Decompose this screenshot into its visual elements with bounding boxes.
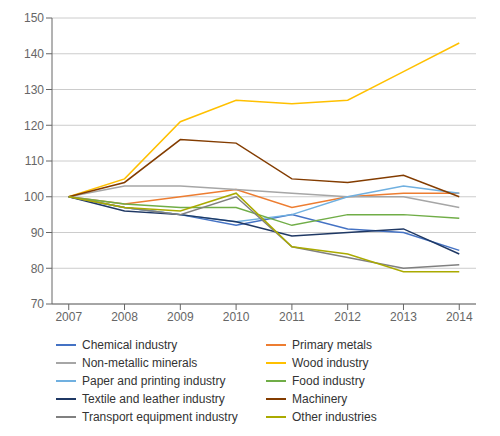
svg-text:140: 140	[24, 47, 44, 61]
svg-text:100: 100	[24, 190, 44, 204]
html-text:Wood industry: Wood industry	[292, 356, 369, 370]
svg-text:90: 90	[31, 226, 45, 240]
svg-text:2008: 2008	[111, 310, 138, 324]
html-text:Machinery: Machinery	[292, 392, 348, 406]
html-text:Primary metals: Primary metals	[292, 338, 372, 352]
svg-text:120: 120	[24, 119, 44, 133]
svg-text:2013: 2013	[390, 310, 417, 324]
svg-text:2012: 2012	[334, 310, 361, 324]
html-text:Food industry: Food industry	[292, 374, 365, 388]
svg-text:2014: 2014	[446, 310, 473, 324]
svg-text:130: 130	[24, 83, 44, 97]
html-text:Other industries: Other industries	[292, 410, 377, 424]
html-text:Textile and leather industry: Textile and leather industry	[82, 392, 225, 406]
html-text:Non-metallic minerals: Non-metallic minerals	[82, 356, 198, 370]
html-text:Transport equipment industry: Transport equipment industry	[82, 410, 238, 424]
html-text:Chemical industry: Chemical industry	[82, 338, 178, 352]
svg-text:110: 110	[25, 154, 44, 168]
svg-text:150: 150	[24, 11, 44, 25]
svg-text:2009: 2009	[167, 310, 194, 324]
html-text:Paper and printing industry: Paper and printing industry	[82, 374, 226, 388]
svg-text:80: 80	[31, 262, 45, 276]
svg-text:2007: 2007	[55, 310, 82, 324]
svg-text:2011: 2011	[279, 310, 305, 324]
svg-text:70: 70	[31, 297, 45, 311]
svg-text:2010: 2010	[223, 310, 250, 324]
